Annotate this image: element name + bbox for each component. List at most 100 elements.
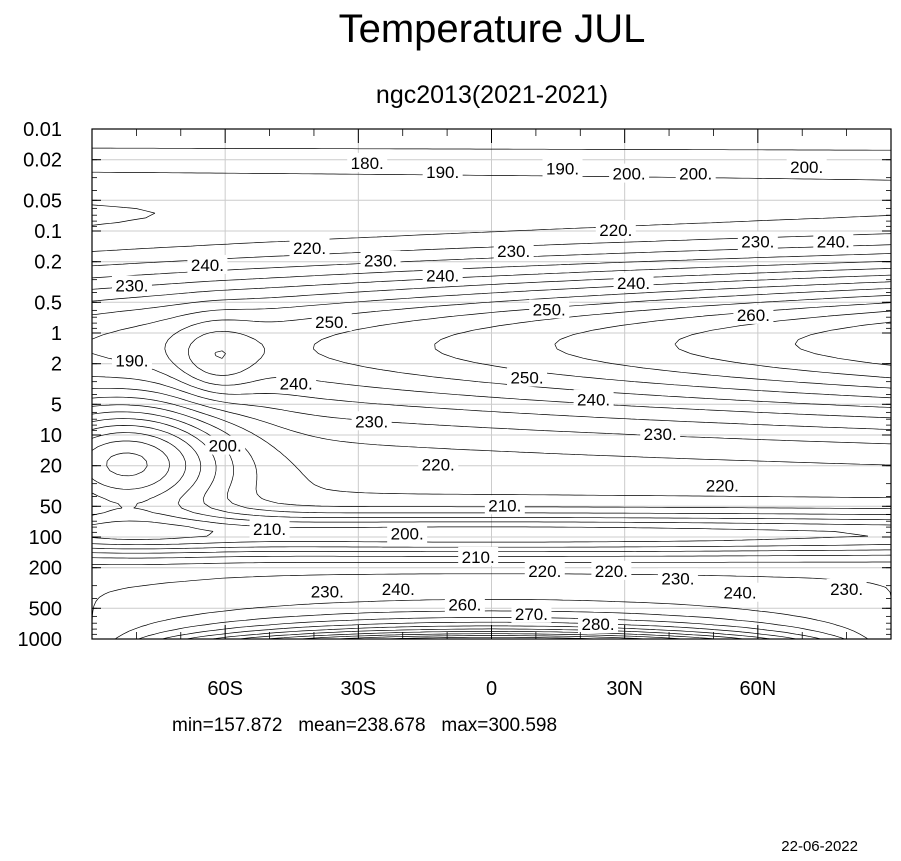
y-tick-label: 0.1	[34, 221, 62, 243]
contour-label: 220.	[293, 239, 326, 258]
contour-label: 230.	[830, 580, 863, 599]
y-tick-label: 0.05	[23, 190, 62, 212]
x-tick-label: 30S	[341, 678, 377, 700]
axes: 0.01 0.02 0.05 0.1 0.2 0.5 1 2 5 10 20 50 100 200 500 1…	[18, 119, 891, 700]
contour-label-bg	[311, 312, 352, 332]
contour-label-bg	[187, 254, 228, 274]
x-tick-label: 0	[486, 678, 497, 700]
contour-label-bg	[737, 231, 778, 251]
contour-label-bg	[786, 156, 827, 176]
contour-line	[91, 260, 892, 640]
contour-line	[164, 281, 892, 640]
contour-label: 200.	[790, 158, 823, 177]
contour-label-bg	[276, 373, 317, 393]
chart-title: Temperature JUL	[339, 7, 646, 51]
contour-label-bg	[640, 424, 681, 443]
contour-line	[91, 440, 214, 540]
contour-label-bg	[249, 518, 290, 538]
contour-label-bg	[609, 163, 650, 183]
contour-line	[106, 452, 148, 477]
x-tick-label: 60S	[207, 678, 243, 700]
contour-label-bg	[484, 495, 525, 515]
y-tick-label: 0.2	[34, 252, 62, 274]
contour-label-bg	[111, 275, 152, 295]
contour-label-bg	[307, 581, 348, 601]
x-tick-label: 30N	[606, 678, 643, 700]
contour-label-bg	[733, 304, 774, 324]
contour-line	[214, 294, 892, 640]
contour-label-bg	[826, 578, 867, 598]
contour-label-bg	[422, 161, 463, 181]
contour-label-bg	[507, 367, 548, 387]
contour-label-bg	[360, 250, 401, 270]
contour-label: 200.	[209, 437, 242, 456]
contour-label: 200.	[391, 525, 424, 544]
y-tick-label: 100	[29, 527, 62, 549]
y-tick-label: 1000	[18, 629, 63, 651]
y-tick-label: 20	[40, 456, 62, 478]
contour-label: 240.	[280, 375, 313, 394]
contour-label-bg	[591, 560, 632, 580]
contour-label: 260.	[448, 596, 481, 615]
y-tick-label: 1	[51, 323, 62, 345]
contour-label: 220.	[595, 562, 628, 581]
contour-label-bg	[573, 389, 614, 409]
contour-label: 240.	[191, 256, 224, 275]
contour-label-bg	[657, 568, 698, 588]
contour-label: 260.	[737, 306, 770, 325]
contour-label-bg	[493, 240, 534, 260]
contour-label: 210.	[253, 520, 286, 539]
contour-label-bg	[813, 231, 854, 251]
contour-line	[188, 288, 892, 640]
contour-label-bg	[289, 237, 330, 257]
contour-label-bg	[444, 594, 485, 614]
y-tick-label: 0.02	[23, 150, 62, 172]
contour-label: 250.	[510, 369, 543, 388]
contour-label: 190.	[546, 160, 579, 179]
contour-label-bg	[458, 546, 499, 566]
contour-label: 240.	[817, 233, 850, 252]
plot-frame	[91, 128, 892, 640]
contour-line	[91, 147, 892, 559]
contour-label: 220.	[422, 456, 455, 475]
contour-label: 230.	[497, 242, 530, 261]
contour-label-bg	[347, 152, 388, 172]
y-tick-label: 5	[51, 394, 62, 416]
y-tick-label: 2	[51, 354, 62, 376]
contour-line	[299, 310, 892, 640]
y-tick-label: 500	[29, 598, 62, 620]
contour-label-bg	[387, 523, 428, 543]
contour-label-bg	[578, 614, 619, 634]
contour-label-bg	[422, 265, 463, 285]
contour-line	[91, 204, 892, 550]
contour-line	[335, 321, 892, 640]
contour-label: 220.	[706, 477, 739, 496]
contour-label: 240.	[426, 267, 459, 286]
date-stamp: 22-06-2022	[781, 838, 858, 855]
y-tick-label: 200	[29, 558, 62, 580]
contour-label: 230.	[311, 582, 344, 601]
contour-label: 190.	[426, 163, 459, 182]
chart-subtitle: ngc2013(2021-2021)	[376, 81, 608, 109]
contour-label-bg	[205, 435, 246, 455]
contour-label: 220.	[528, 562, 561, 581]
contour-label: 200.	[613, 165, 646, 184]
y-tick-label: 10	[40, 425, 62, 447]
contour-line	[267, 302, 892, 640]
y-tick-label: 50	[40, 496, 62, 518]
x-tick-label: 60N	[739, 678, 776, 700]
contour-label-bg	[418, 454, 459, 474]
contour-label: 270.	[515, 605, 548, 624]
stats-text: min=157.872 mean=238.678 max=300.598	[172, 715, 557, 736]
contour-label: 230.	[115, 276, 148, 295]
contour-label: 240.	[724, 584, 757, 603]
contour-label-bg	[378, 578, 419, 598]
contour-label-bg	[111, 350, 152, 370]
contour-label: 240.	[617, 274, 650, 293]
contour-label: 230.	[661, 569, 694, 588]
y-tick-label: 0.01	[23, 119, 62, 141]
contour-label-bg	[529, 299, 570, 319]
contour-label-bg	[524, 560, 565, 580]
contour-label: 230.	[355, 412, 388, 431]
contour-label: 240.	[577, 391, 610, 410]
